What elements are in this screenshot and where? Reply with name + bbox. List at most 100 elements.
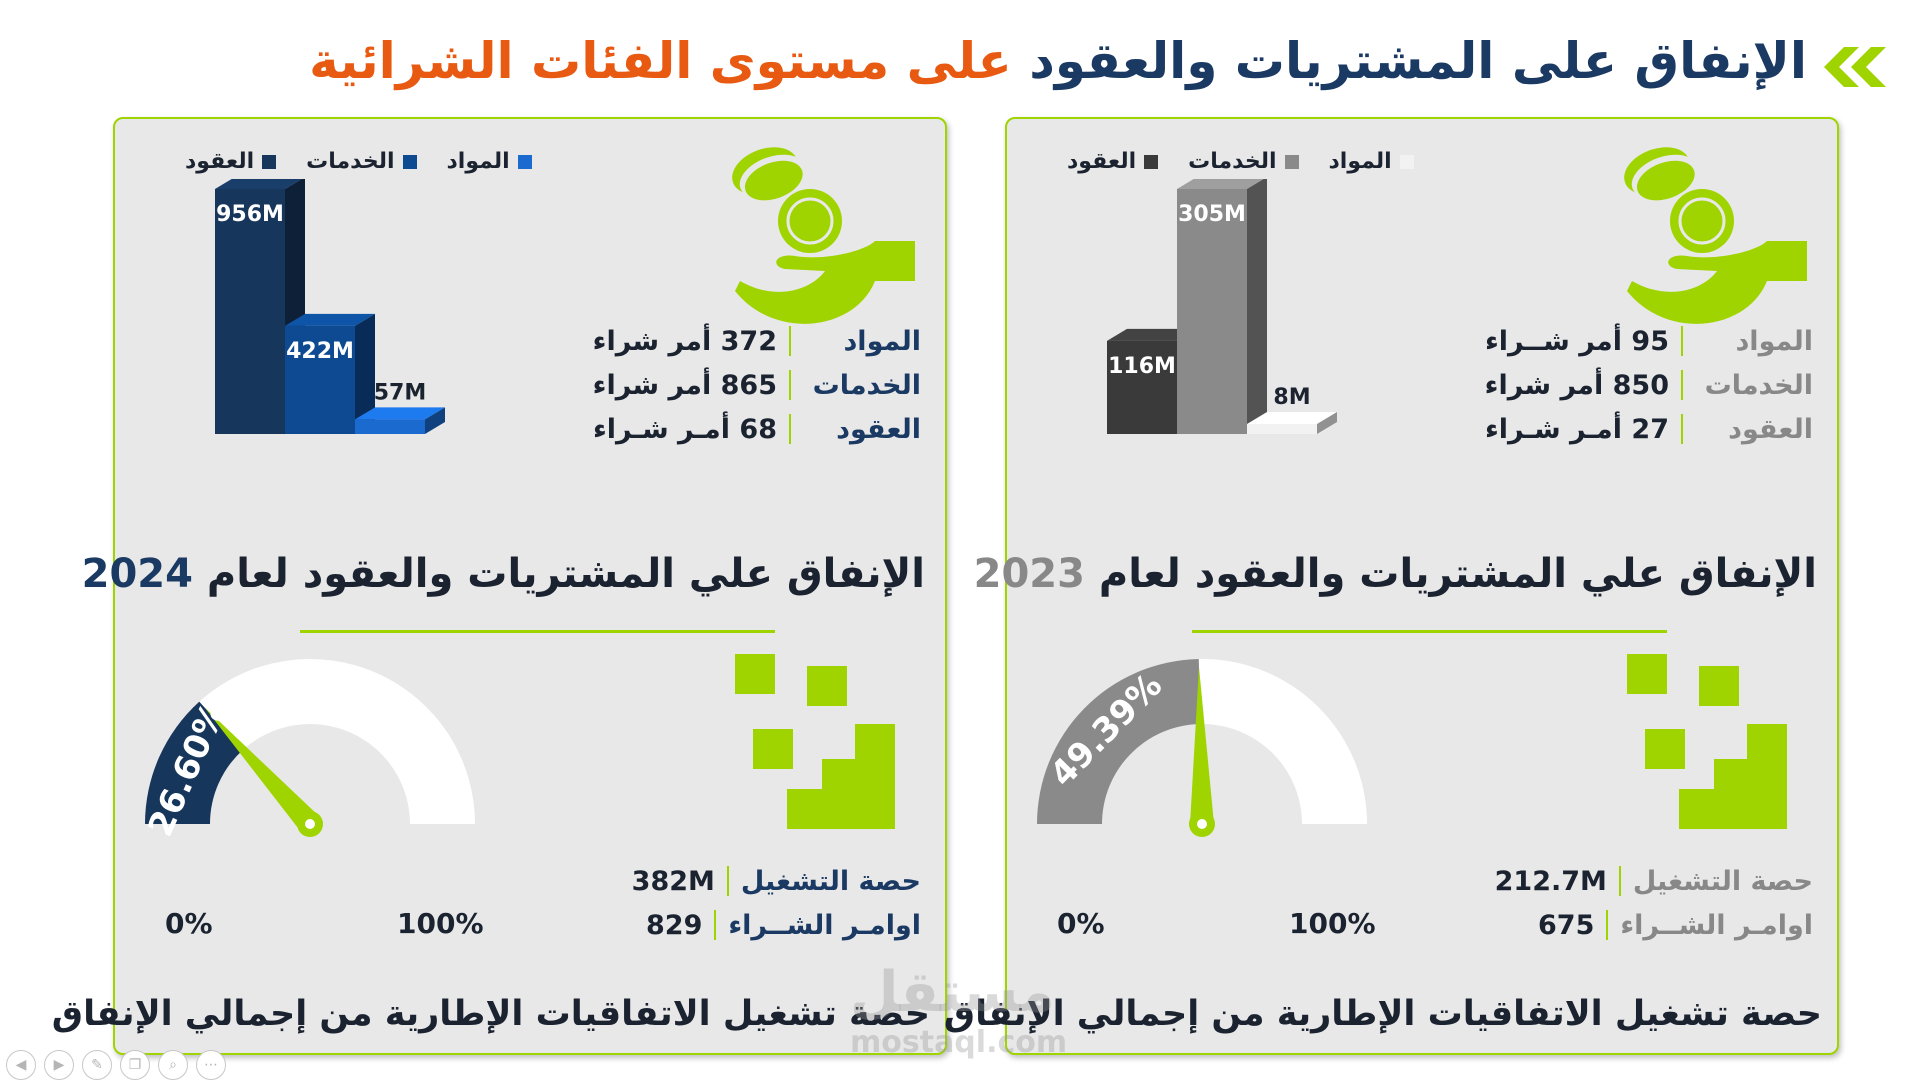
watermark-url: mostaql.com: [850, 1025, 1068, 1060]
bar-label: 116M: [1108, 354, 1176, 379]
stat-row: العقود 27 أمـر شـراء: [1485, 407, 1813, 451]
legend-label: المواد: [446, 149, 510, 174]
money-hand-icon: [1624, 147, 1807, 324]
stat-row: الخدمات 865 أمر شراء: [593, 363, 921, 407]
gauge-empty-arc: [1198, 659, 1367, 824]
bar-label: 305M: [1178, 202, 1246, 227]
gauge-min-label: 0%: [1057, 907, 1105, 940]
gauge-filled-arc: [1037, 659, 1201, 824]
stat-value: 95 أمر شــراء: [1484, 325, 1669, 357]
legend-item: المواد: [1329, 149, 1414, 174]
stat-label: المواد: [843, 325, 921, 357]
stat-value: 27 أمـر شـراء: [1484, 413, 1669, 445]
bar-1: [1177, 179, 1267, 434]
more-icon[interactable]: ⋯: [196, 1050, 226, 1080]
blocks-icon: [1627, 654, 1787, 829]
stat-label: اوامـر الشــراء: [1620, 909, 1813, 941]
bar-chart-2024: 956M 422M 57M: [215, 179, 445, 434]
stat-row: الخدمات 850 أمر شراء: [1485, 363, 1813, 407]
stat-label: العقود: [836, 413, 921, 445]
chart-legend: المواد الخدمات العقود: [1067, 149, 1414, 174]
gauge-empty-arc: [199, 659, 475, 824]
stat-value: 382M: [631, 865, 715, 897]
bar-2: [1247, 412, 1337, 434]
legend-item: المواد: [447, 149, 532, 174]
stat-row: اوامـر الشــراء 675: [1495, 903, 1813, 947]
stat-label: حصة التشغيل: [1632, 865, 1813, 897]
double-chevron-icon: [1824, 47, 1886, 87]
stat-label: الخدمات: [1704, 369, 1813, 401]
title-part-1: الإنفاق على المشتريات والعقود: [1029, 32, 1807, 90]
stat-label: المواد: [1735, 325, 1813, 357]
bar-label: 422M: [286, 339, 354, 364]
stat-value: 212.7M: [1494, 865, 1607, 897]
legend-item: الخدمات: [1188, 149, 1299, 174]
legend-item: الخدمات: [306, 149, 417, 174]
bar-1: [285, 313, 375, 434]
gauge-min-label: 0%: [165, 907, 213, 940]
stat-value: 829: [646, 909, 703, 941]
divider: [300, 630, 775, 633]
gauge-max-label: 100%: [397, 907, 484, 940]
heading-year: 2024: [81, 551, 193, 597]
zoom-icon[interactable]: ⌕: [158, 1050, 188, 1080]
watermark-logo: مستقل: [850, 960, 1055, 1025]
heading-year: 2023: [973, 551, 1085, 597]
panel-footer-2023: حصة تشغيل الاتفاقيات الإطارية من إجمالي …: [943, 994, 1822, 1034]
stat-value: 372 أمر شراء: [592, 325, 777, 357]
legend-label: العقود: [185, 149, 255, 174]
panel-2023: المواد الخدمات العقود 116M 305M 8M المواد 9…: [944, 117, 1839, 1055]
stat-label: حصة التشغيل: [740, 865, 921, 897]
panel-2024: المواد الخدمات العقود 956M 422M 57M المواد…: [52, 117, 947, 1055]
pen-icon[interactable]: ✎: [82, 1050, 112, 1080]
stat-label: الخدمات: [812, 369, 921, 401]
stat-label: اوامـر الشــراء: [728, 909, 921, 941]
heading-text: الإنفاق علي المشتريات والعقود لعام: [1098, 551, 1817, 597]
gauge-needle: [1190, 667, 1214, 825]
next-icon[interactable]: ▶: [44, 1050, 74, 1080]
gauge-needle: [204, 707, 319, 833]
bar-chart-2023: 116M 305M 8M: [1107, 179, 1337, 434]
stat-value: 865 أمر شراء: [592, 369, 777, 401]
page-title: الإنفاق على المشتريات والعقود على مستوى …: [309, 32, 1807, 90]
heading-text: الإنفاق علي المشتريات والعقود لعام: [206, 551, 925, 597]
section-heading-2023: الإنفاق علي المشتريات والعقود لعام 2023: [974, 551, 1817, 597]
money-hand-icon: [732, 147, 915, 324]
stat-row: المواد 95 أمر شــراء: [1485, 319, 1813, 363]
legend-label: الخدمات: [306, 149, 395, 174]
legend-item: العقود: [1067, 149, 1159, 174]
bar-label: 8M: [1273, 385, 1310, 410]
section-heading-2024: الإنفاق علي المشتريات والعقود لعام 2024: [82, 551, 925, 597]
legend-item: العقود: [185, 149, 277, 174]
title-part-2: على مستوى الفئات الشرائية: [309, 32, 1012, 90]
copy-icon[interactable]: ❐: [120, 1050, 150, 1080]
stat-value: 675: [1538, 909, 1595, 941]
stat-row: اوامـر الشــراء 829: [632, 903, 921, 947]
order-stats-2024: المواد 372 أمر شراء الخدمات 865 أمر شراء ا…: [593, 319, 921, 451]
legend-label: العقود: [1067, 149, 1137, 174]
legend-label: المواد: [1328, 149, 1392, 174]
stat-row: المواد 372 أمر شراء: [593, 319, 921, 363]
gauge-max-label: 100%: [1289, 907, 1376, 940]
bar-label: 956M: [216, 202, 284, 227]
gauge-2024: 26.60%: [141, 659, 475, 842]
bar-label: 57M: [374, 380, 427, 405]
stat-row: حصة التشغيل 382M: [632, 859, 921, 903]
panel-footer-2024: حصة تشغيل الاتفاقيات الإطارية من إجمالي …: [51, 994, 930, 1034]
stat-value: 68 أمـر شـراء: [592, 413, 777, 445]
divider: [1192, 630, 1667, 633]
slide-controls: ◀ ▶ ✎ ❐ ⌕ ⋯: [6, 1050, 226, 1080]
blocks-icon: [735, 654, 895, 829]
bar-2: [355, 407, 445, 434]
stat-row: حصة التشغيل 212.7M: [1495, 859, 1813, 903]
gauge-2023: 49.39%: [1037, 659, 1367, 837]
gauge-stats-2023: حصة التشغيل 212.7M اوامـر الشــراء 675: [1495, 859, 1813, 947]
gauge-stats-2024: حصة التشغيل 382M اوامـر الشــراء 829: [632, 859, 921, 947]
gauge-filled-arc: [145, 701, 243, 824]
prev-icon[interactable]: ◀: [6, 1050, 36, 1080]
stat-label: العقود: [1728, 413, 1813, 445]
stat-value: 850 أمر شراء: [1484, 369, 1669, 401]
legend-label: الخدمات: [1188, 149, 1277, 174]
order-stats-2023: المواد 95 أمر شــراء الخدمات 850 أمر شراء …: [1485, 319, 1813, 451]
stat-row: العقود 68 أمـر شـراء: [593, 407, 921, 451]
